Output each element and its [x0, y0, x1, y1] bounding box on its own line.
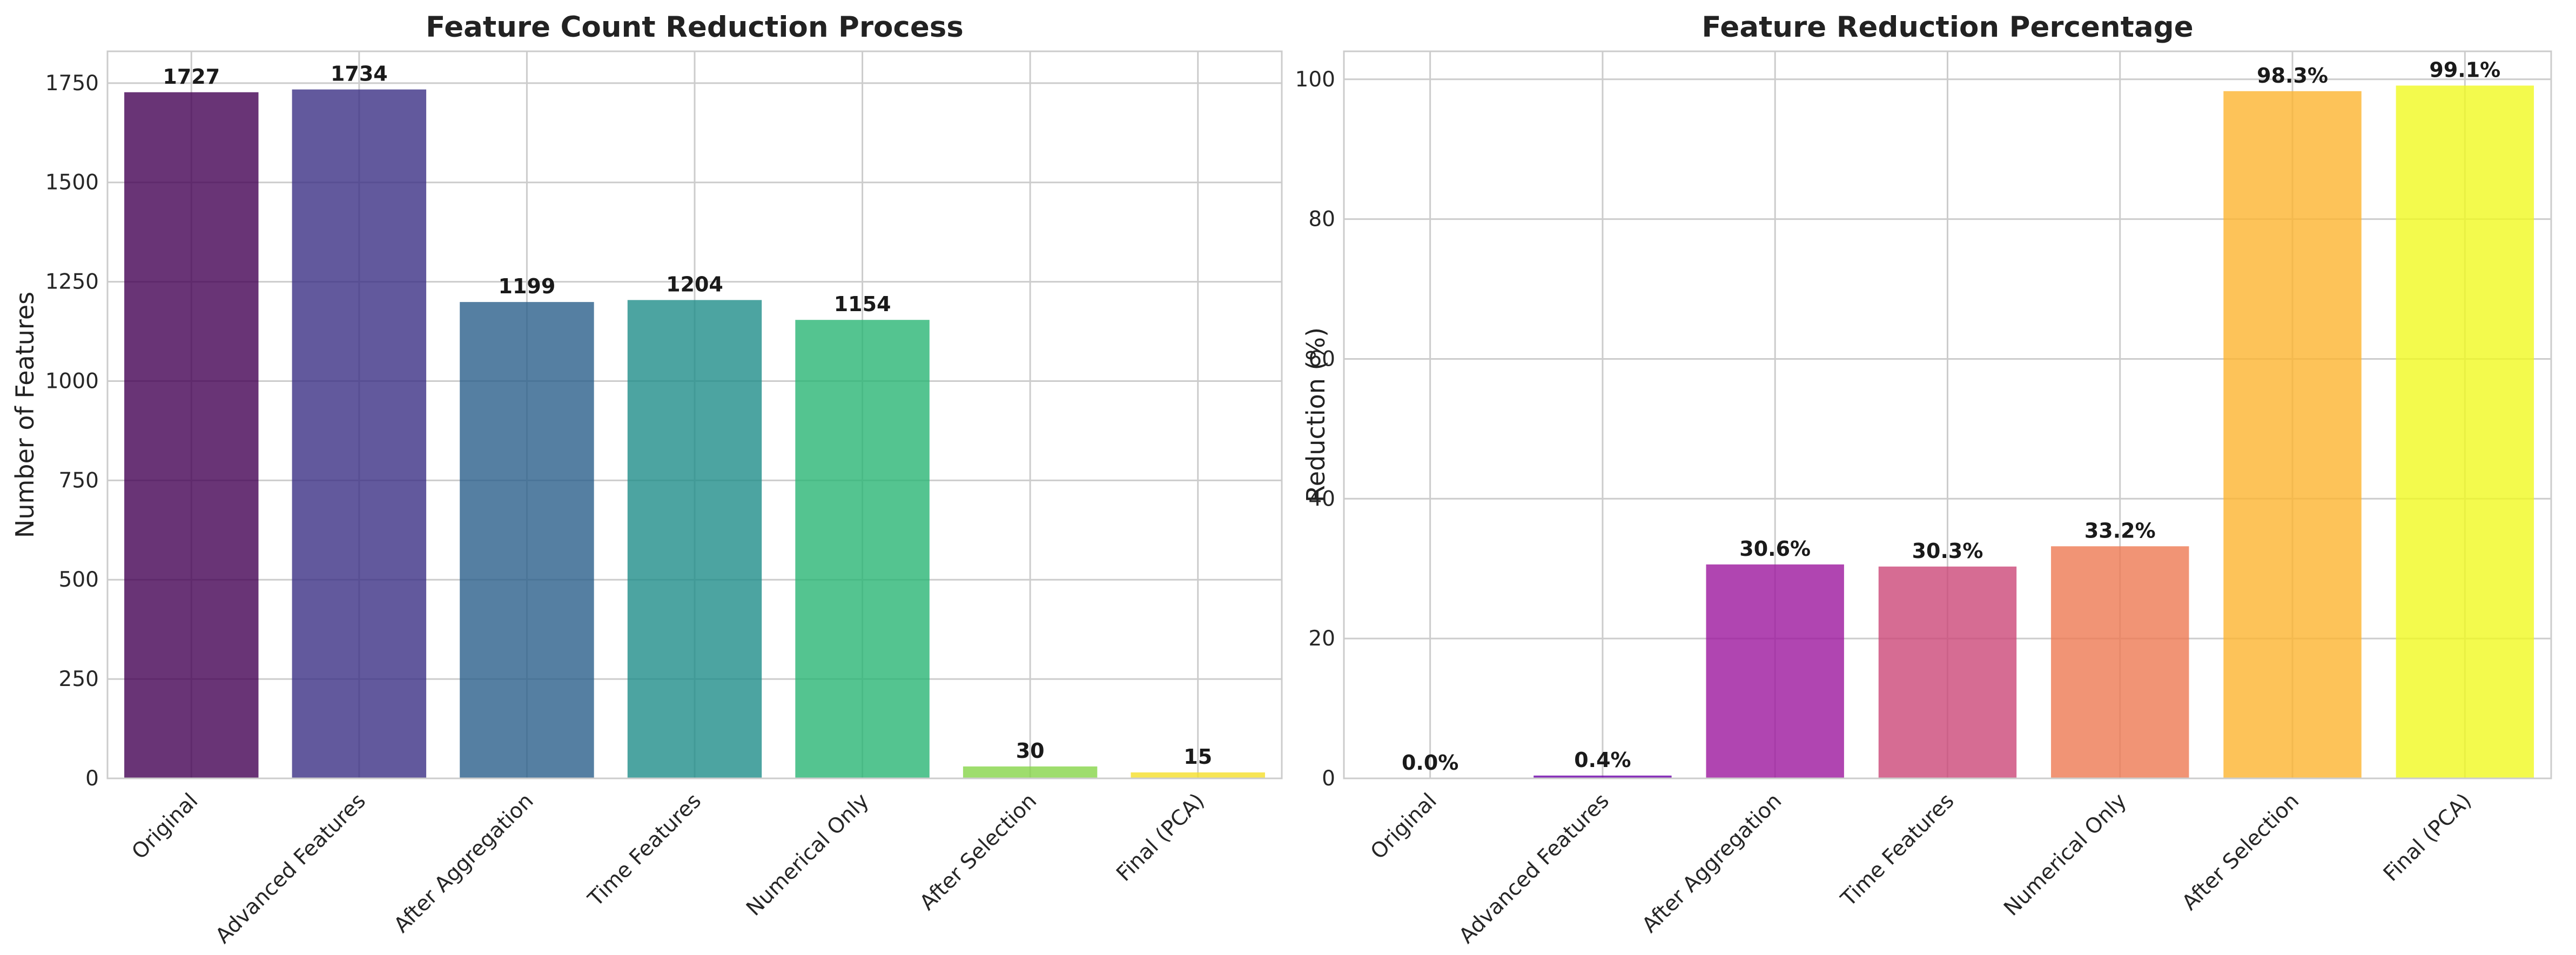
x-tick-label: Advanced Features [1455, 789, 1614, 948]
bar [460, 302, 594, 778]
bar-value-label: 33.2% [2084, 519, 2156, 542]
y-tick-label: 20 [1308, 627, 1335, 651]
y-tick-label: 750 [59, 468, 99, 493]
y-tick-label: 80 [1308, 207, 1335, 232]
bar-value-label: 0.0% [1402, 751, 1458, 775]
bar-value-label: 30.6% [1739, 537, 1811, 561]
bar-value-label: 1154 [834, 292, 891, 316]
chart-title: Feature Count Reduction Process [426, 11, 964, 44]
plot-frame [106, 50, 1283, 779]
x-tick-label: Advanced Features [211, 789, 371, 948]
bar [1131, 772, 1265, 778]
bar [627, 300, 762, 778]
bar-value-label: 30.3% [1912, 539, 1983, 563]
bar-value-label: 30 [1016, 739, 1045, 763]
y-tick-label: 100 [1295, 68, 1335, 92]
y-tick-label: 500 [59, 568, 99, 592]
y-tick-label: 40 [1308, 487, 1335, 511]
x-tick-label: Numerical Only [1999, 789, 2131, 920]
bar [1706, 564, 1844, 778]
x-tick-label: Original [127, 789, 203, 864]
plot-frame [1343, 50, 2552, 779]
bar [292, 89, 427, 778]
x-tick-label: Final (PCA) [2379, 789, 2476, 886]
y-tick-label: 250 [59, 667, 99, 691]
x-tick-label: After Aggregation [389, 789, 539, 938]
y-tick-label: 1000 [45, 369, 99, 393]
bar-value-label: 98.3% [2257, 64, 2328, 88]
bar [124, 92, 259, 779]
x-tick-label: After Selection [2177, 789, 2304, 915]
y-axis-label: Reduction (%) [1301, 327, 1330, 502]
feature-count-chart: 0 250 500 750 1000 1250 1500 1750 1727 1734 1199 12… [10, 11, 1283, 949]
bar [963, 766, 1098, 778]
y-tick-label: 60 [1308, 347, 1335, 371]
bar-value-label: 1204 [666, 272, 723, 296]
bar-value-label: 15 [1183, 745, 1212, 769]
y-tick-label: 0 [1322, 766, 1335, 791]
x-tick-label: Original [1366, 789, 1442, 864]
x-tick-label: Time Features [1836, 789, 1959, 911]
x-tick-label: Time Features [583, 789, 706, 911]
x-tick-label: Numerical Only [742, 789, 873, 920]
bar-value-label: 1199 [499, 274, 556, 298]
bar [2223, 91, 2362, 779]
chart-title: Feature Reduction Percentage [1701, 11, 2193, 44]
x-tick-label: After Selection [915, 789, 1041, 915]
bar [1534, 775, 1672, 778]
bar-value-label: 1727 [163, 65, 220, 89]
y-tick-label: 0 [85, 766, 99, 791]
bar-value-label: 0.4% [1574, 748, 1631, 772]
bar [2051, 546, 2189, 778]
y-tick-label: 1250 [45, 270, 99, 294]
bar-value-label: 1734 [331, 62, 388, 86]
x-tick-label: Final (PCA) [1112, 789, 1209, 886]
bar [1878, 566, 2017, 778]
feature-reduction-chart: 0 20 40 60 80 100 0.0% 0.4% 30.6% 30.3% 33.2% 98.3%… [1295, 11, 2552, 949]
y-tick-label: 1750 [45, 71, 99, 96]
bar [2396, 85, 2534, 778]
bar [795, 320, 930, 778]
y-tick-label: 1500 [45, 171, 99, 195]
y-axis-label: Number of Features [10, 292, 39, 538]
bar-value-label: 99.1% [2429, 58, 2500, 82]
x-tick-label: After Aggregation [1638, 789, 1787, 938]
